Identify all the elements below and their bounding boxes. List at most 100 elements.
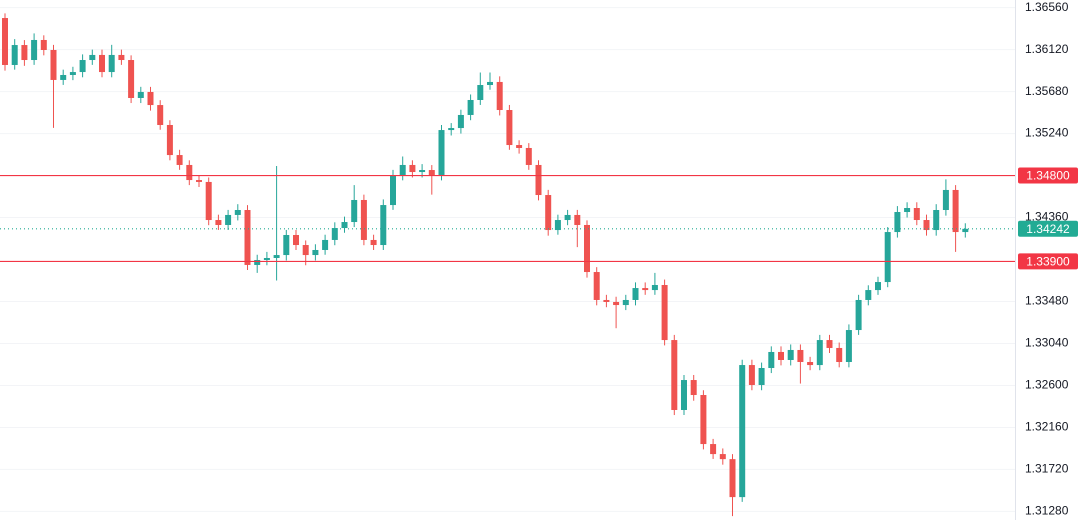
candle-body — [933, 210, 940, 231]
candle-body — [787, 349, 794, 360]
candle-body — [826, 340, 833, 348]
candle-body — [642, 288, 649, 291]
candle-body — [855, 299, 862, 331]
candle-body — [234, 210, 241, 215]
candle-body — [331, 228, 338, 240]
candle-body — [419, 170, 426, 173]
candle-body — [128, 60, 135, 98]
candle-body — [613, 301, 620, 306]
level-label: 1.34800 — [1026, 169, 1070, 183]
candle-body — [700, 395, 707, 445]
last-price-box — [1018, 220, 1078, 237]
candle-body — [545, 195, 552, 231]
candle-body — [176, 155, 183, 165]
candle-body — [865, 290, 872, 300]
candle-body — [302, 245, 309, 256]
candle-body — [438, 130, 445, 175]
candle-body — [244, 210, 251, 265]
candle-body — [710, 444, 717, 455]
candle-body — [89, 54, 96, 61]
candle-body — [380, 205, 387, 246]
candle-body — [108, 54, 115, 73]
candle-body — [913, 208, 920, 221]
candle-body — [21, 45, 28, 61]
candle-body — [516, 145, 523, 148]
candle-body — [661, 284, 668, 341]
candle-body — [535, 164, 542, 196]
candle-body — [904, 208, 911, 213]
y-tick-label: 1.32600 — [1025, 378, 1069, 392]
candle-body — [196, 180, 202, 182]
candle-body — [632, 288, 639, 300]
candle-body — [739, 365, 746, 498]
candle-body — [293, 235, 299, 246]
candle-body — [79, 60, 86, 73]
candle-body — [399, 164, 406, 175]
candle-body — [875, 282, 881, 291]
level-label-box — [1018, 253, 1078, 270]
last-price-label: 1.34242 — [1026, 222, 1070, 236]
candle-body — [603, 299, 610, 302]
candle-body — [651, 284, 658, 291]
candle-body — [467, 99, 474, 115]
y-tick-label: 1.32160 — [1025, 420, 1069, 434]
candle-body — [11, 45, 18, 65]
candle-body — [584, 224, 590, 273]
candle-body — [690, 380, 697, 396]
candle-body — [273, 255, 280, 258]
candle-body — [409, 164, 416, 173]
y-tick-label: 1.31720 — [1025, 462, 1069, 476]
y-tick-label: 1.36560 — [1025, 0, 1069, 14]
candle-body — [50, 49, 57, 80]
candle-body — [845, 330, 852, 362]
candle-body — [457, 114, 464, 129]
candle-body — [574, 214, 581, 225]
y-tick-label: 1.33040 — [1025, 336, 1069, 350]
candle-body — [2, 18, 8, 65]
y-tick-label: 1.35240 — [1025, 126, 1069, 140]
candle-body — [729, 459, 736, 498]
candle-body — [322, 239, 329, 250]
candle-body — [360, 199, 367, 240]
candle-body — [807, 361, 814, 366]
candle-body — [215, 220, 222, 225]
candle-body — [283, 235, 290, 256]
candle-body — [506, 110, 513, 146]
candle-body — [428, 170, 435, 175]
candle-body — [157, 105, 164, 125]
candle-body — [390, 174, 396, 206]
candle-body — [312, 249, 319, 256]
candle-body — [69, 72, 76, 75]
candle-body — [554, 220, 561, 231]
candle-body — [758, 368, 765, 385]
candle-body — [341, 222, 348, 229]
candle-body — [681, 380, 687, 410]
candle-body — [525, 147, 532, 165]
candle-body — [836, 347, 843, 362]
candle-body — [816, 340, 823, 366]
level-label-box — [1018, 167, 1078, 184]
candle-body — [31, 39, 38, 61]
y-tick-label: 1.36120 — [1025, 42, 1069, 56]
candle-body — [137, 91, 144, 98]
candle-body — [186, 164, 193, 181]
candle-body — [894, 212, 901, 233]
candle-body — [778, 351, 784, 360]
candle-body — [263, 257, 270, 260]
candle-body — [962, 228, 969, 233]
candle-body — [477, 85, 484, 100]
candle-body — [942, 189, 949, 211]
candle-body — [952, 189, 959, 233]
y-tick-label: 1.31280 — [1025, 504, 1069, 518]
candle-body — [564, 214, 571, 221]
candle-body — [884, 232, 891, 283]
candle-body — [487, 81, 493, 86]
candle-body — [496, 81, 503, 111]
candle-body — [748, 365, 755, 385]
candle-body — [448, 128, 455, 131]
candle-body — [99, 54, 105, 73]
candle-body — [351, 199, 358, 223]
candle-body — [118, 54, 125, 61]
